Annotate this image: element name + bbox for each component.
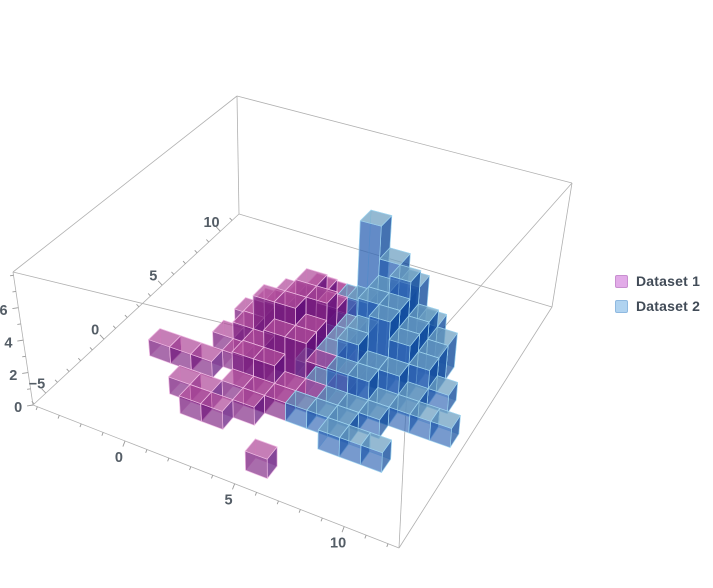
z-axis-tick-label: 0 bbox=[14, 400, 22, 416]
y-axis-tick-label: 0 bbox=[91, 323, 99, 339]
bar-dataset-2 bbox=[426, 375, 459, 414]
z-axis-tick-label: 6 bbox=[0, 303, 8, 319]
y-axis-tick-label: −5 bbox=[29, 377, 46, 393]
bar-dataset-1 bbox=[232, 387, 265, 426]
x-axis-tick-label: 0 bbox=[115, 450, 123, 466]
axis-ticks-and-labels: 0 5 10 −5 0 5 10 0 2 4 6 bbox=[0, 215, 389, 551]
legend-swatch-1 bbox=[615, 274, 628, 288]
x-axis: 0 5 10 bbox=[35, 406, 389, 551]
z-axis: 0 2 4 6 bbox=[0, 274, 34, 416]
legend-swatch-2 bbox=[615, 299, 628, 313]
y-axis-tick-label: 10 bbox=[203, 215, 219, 231]
histogram-bars bbox=[148, 209, 461, 479]
bar-dataset-2 bbox=[429, 408, 461, 448]
bar-dataset-2 bbox=[338, 424, 371, 465]
legend-entry-dataset-2: Dataset 2 bbox=[615, 298, 700, 314]
x-axis-tick-label: 10 bbox=[330, 535, 346, 551]
bar-dataset-1 bbox=[168, 365, 202, 403]
z-axis-tick-label: 4 bbox=[4, 335, 12, 351]
legend: Dataset 1 Dataset 2 bbox=[615, 273, 700, 314]
legend-entry-dataset-1: Dataset 1 bbox=[615, 273, 700, 289]
z-axis-tick-label: 2 bbox=[9, 368, 17, 384]
x-axis-tick-label: 5 bbox=[224, 493, 232, 509]
bar-dataset-2 bbox=[359, 432, 392, 473]
bar-dataset-1 bbox=[244, 438, 278, 479]
bar-dataset-2 bbox=[387, 394, 420, 434]
bar-dataset-1 bbox=[190, 342, 224, 379]
y-axis-tick-label: 5 bbox=[149, 269, 157, 285]
y-axis: −5 0 5 10 bbox=[29, 215, 233, 405]
legend-label-dataset-2: Dataset 2 bbox=[636, 298, 701, 314]
bar-dataset-1 bbox=[200, 391, 234, 430]
legend-label-dataset-1: Dataset 1 bbox=[636, 273, 701, 289]
